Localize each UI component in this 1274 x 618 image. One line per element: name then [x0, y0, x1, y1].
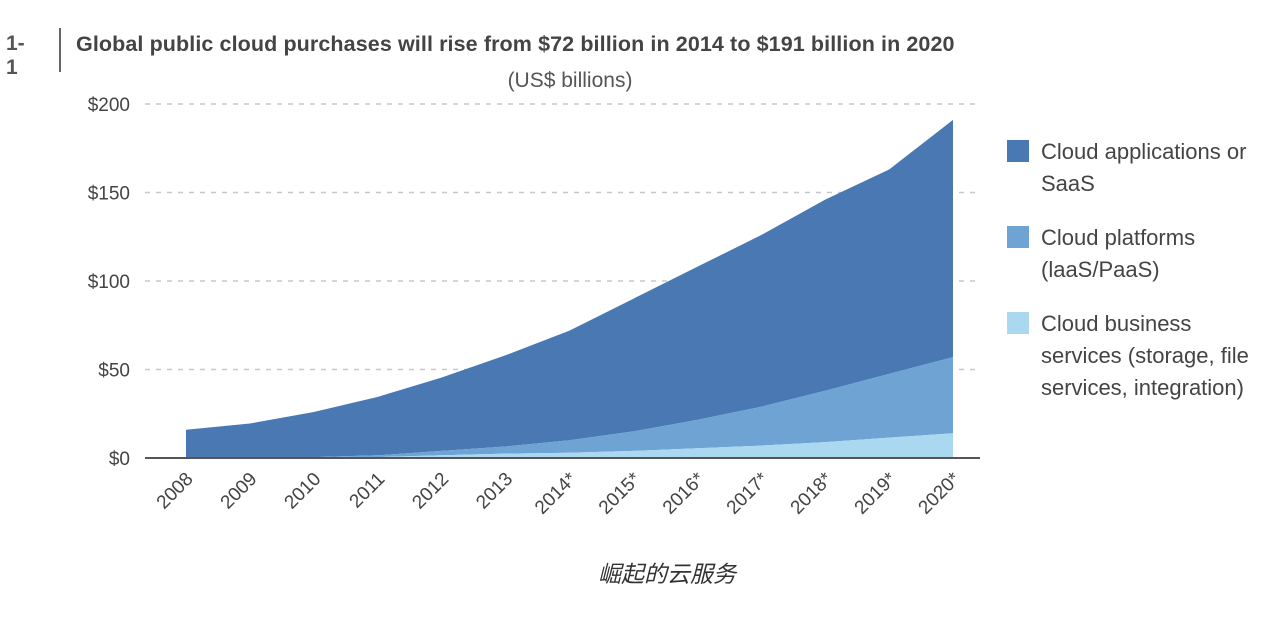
x-tick-label: 2010	[281, 469, 326, 514]
x-tick-label: 2015*	[595, 468, 645, 518]
legend-swatch-platforms	[1007, 226, 1029, 248]
figure-number: 1-1	[6, 32, 25, 79]
y-tick-label: $0	[109, 449, 130, 470]
x-tick-label: 2019*	[851, 468, 901, 518]
x-tick-label: 2011	[346, 469, 390, 513]
figure-divider	[59, 28, 61, 72]
legend-label-platforms: Cloud platforms (laaS/PaaS)	[1041, 225, 1196, 282]
area-series	[186, 119, 953, 459]
legend: Cloud applications or SaaS Cloud platfor…	[1007, 136, 1272, 426]
x-tick-label: 2014*	[531, 468, 581, 518]
legend-swatch-business-services	[1007, 312, 1029, 334]
legend-swatch-saas	[1007, 140, 1029, 162]
legend-label-business-services: Cloud business services (storage, file s…	[1041, 311, 1249, 400]
chart-title: Global public cloud purchases will rise …	[76, 32, 955, 56]
legend-item-platforms: Cloud platforms (laaS/PaaS)	[1007, 222, 1272, 286]
x-tick-label: 2016*	[659, 468, 709, 518]
x-tick-label: 2009	[217, 469, 262, 514]
legend-item-saas: Cloud applications or SaaS	[1007, 136, 1272, 200]
x-tick-label: 2018*	[787, 468, 837, 518]
y-tick-label: $150	[88, 184, 130, 205]
area-business-services	[186, 433, 953, 458]
y-tick-label: $200	[88, 95, 130, 116]
y-tick-label: $50	[98, 361, 130, 382]
legend-item-business-services: Cloud business services (storage, file s…	[1007, 308, 1272, 404]
image-caption: 崛起的云服务	[598, 562, 736, 588]
legend-label-saas: Cloud applications or SaaS	[1041, 139, 1247, 196]
x-tick-label: 2020*	[915, 468, 965, 518]
x-tick-label: 2013	[472, 469, 517, 514]
x-tick-label: 2012	[408, 469, 453, 514]
area-saas	[186, 119, 953, 459]
x-tick-label: 2017*	[723, 468, 773, 518]
chart-subtitle: (US$ billions)	[507, 69, 633, 92]
x-tick-label: 2008	[153, 469, 198, 514]
y-tick-label: $100	[88, 272, 130, 293]
area-platforms	[186, 357, 953, 458]
